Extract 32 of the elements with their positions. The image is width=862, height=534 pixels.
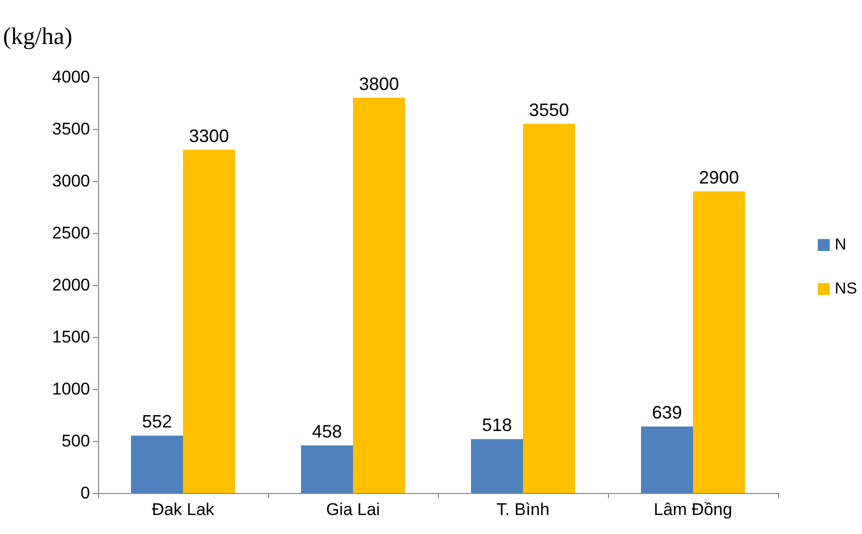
y-tick-label: 0 <box>80 484 90 502</box>
bar <box>471 439 523 493</box>
data-label: 552 <box>142 412 172 432</box>
data-label: 639 <box>652 402 682 423</box>
y-axis-title: (kg/ha) <box>3 24 72 50</box>
y-tick-label: 1000 <box>52 380 90 398</box>
data-label: 2900 <box>698 167 740 188</box>
data-label: 3800 <box>358 74 400 94</box>
legend-label: N <box>834 236 846 254</box>
x-tick-label: Đak Lak <box>152 500 215 519</box>
data-label: 518 <box>482 415 512 436</box>
data-label: 3300 <box>188 126 230 146</box>
bar <box>693 191 745 493</box>
bar <box>353 98 405 493</box>
x-tick-label: Gia Lai <box>326 500 380 519</box>
x-tick-label: Lâm Đồng <box>654 500 732 519</box>
bar <box>523 124 575 493</box>
bar <box>131 436 183 493</box>
y-tick-label: 4000 <box>52 68 90 86</box>
data-label: 3550 <box>528 100 570 120</box>
x-tick-label: T. Bình <box>496 500 550 519</box>
y-tick-label: 500 <box>62 432 90 450</box>
bar <box>183 150 235 493</box>
y-tick-label: 2500 <box>52 224 90 242</box>
y-tick-label: 3000 <box>52 172 90 190</box>
data-label: 458 <box>312 421 342 442</box>
y-tick-label: 2000 <box>52 276 90 294</box>
bar <box>301 445 353 493</box>
bar <box>641 426 693 493</box>
y-tick-label: 3500 <box>52 120 90 138</box>
legend-label: NS <box>834 280 858 298</box>
y-tick-label: 1500 <box>52 328 90 346</box>
